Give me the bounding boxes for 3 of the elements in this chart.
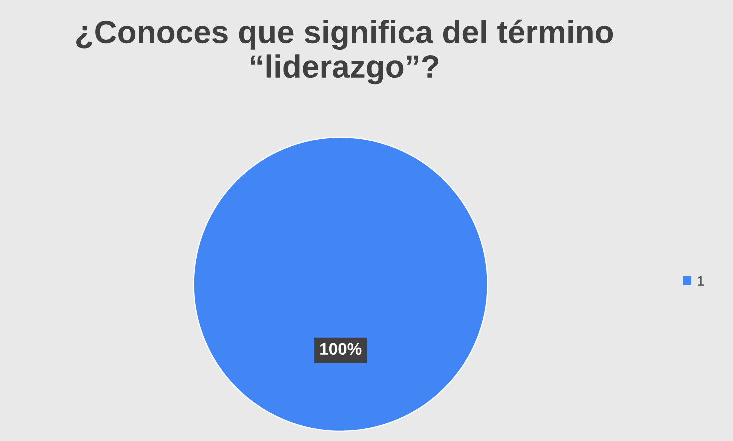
- legend-label: 1: [698, 276, 704, 286]
- chart-title: ¿Conoces que significa del término “liderazgo”?: [76, 20, 614, 85]
- data-label: 100%: [320, 343, 362, 356]
